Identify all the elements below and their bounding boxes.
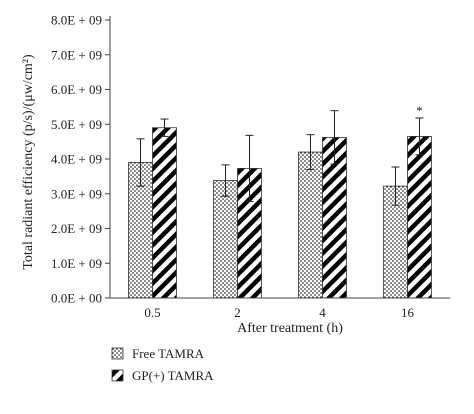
- legend-label: GP(+) TAMRA: [132, 368, 214, 383]
- y-tick-label: 5.0E + 09: [51, 117, 102, 132]
- error-bar: [221, 164, 230, 197]
- y-tick-label: 6.0E + 09: [51, 82, 102, 97]
- error-bar: [136, 138, 145, 187]
- bars: [128, 127, 432, 299]
- error-bars: [136, 110, 424, 206]
- x-axis-title: After treatment (h): [237, 321, 343, 336]
- legend: Free TAMRA GP(+) TAMRA: [111, 346, 214, 383]
- error-bar: [330, 110, 339, 165]
- legend-swatch: [111, 369, 124, 382]
- error-bar: [306, 134, 315, 170]
- axes: [109, 16, 450, 299]
- error-bar: [245, 134, 254, 202]
- significance-marker: *: [416, 103, 423, 118]
- bar: [407, 136, 432, 299]
- legend-swatch: [111, 347, 124, 360]
- x-axis-ticks: 0.5 2 4 16: [144, 305, 414, 320]
- bar: [298, 151, 323, 299]
- y-tick-label: 3.0E + 09: [51, 186, 102, 201]
- y-tick-label: 7.0E + 09: [51, 47, 102, 62]
- error-bar: [415, 117, 424, 156]
- y-tick-label: 2.0E + 09: [51, 221, 102, 236]
- y-axis-ticks: 0.0E + 00 1.0E + 09 2.0E + 09 3.0E + 09 4.0E…: [51, 13, 110, 306]
- y-tick-label: 8.0E + 09: [51, 13, 102, 28]
- error-bar: [391, 166, 400, 206]
- legend-item: GP(+) TAMRA: [111, 368, 214, 383]
- error-bar: [160, 118, 169, 137]
- x-tick-label: 0.5: [144, 305, 160, 320]
- legend-item: Free TAMRA: [111, 346, 205, 361]
- y-tick-label: 4.0E + 09: [51, 152, 102, 167]
- x-tick-label: 4: [319, 305, 326, 320]
- annotations: *: [416, 103, 423, 118]
- bar: [152, 127, 177, 299]
- bar: [213, 180, 238, 299]
- x-tick-label: 2: [234, 305, 241, 320]
- legend-label: Free TAMRA: [132, 346, 205, 361]
- y-tick-label: 1.0E + 09: [51, 256, 102, 271]
- y-axis-title: Total radiant efficiency (p/s)/(μw/cm²): [21, 54, 36, 270]
- x-tick-label: 16: [401, 305, 415, 320]
- y-tick-label: 0.0E + 00: [51, 291, 102, 306]
